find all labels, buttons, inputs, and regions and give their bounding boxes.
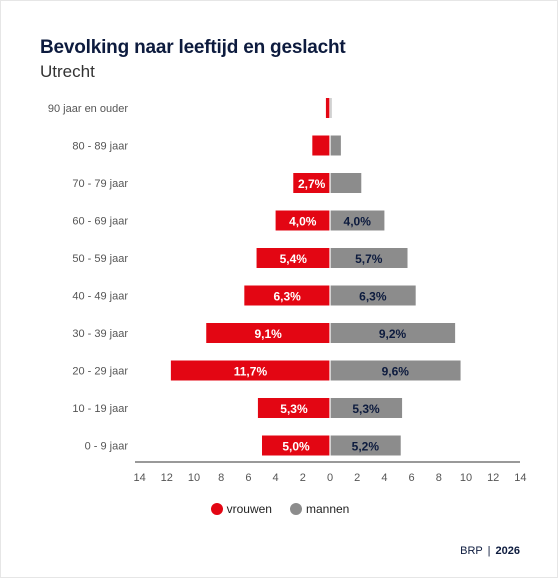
- data-label-vrouwen-10-19-jaar: 5,3%: [280, 402, 308, 416]
- data-label-mannen-10-19-jaar: 5,3%: [352, 402, 380, 416]
- bar-mannen-0-9-jaar: [330, 435, 401, 456]
- category-label-0-9-jaar: 0 - 9 jaar: [85, 441, 129, 453]
- category-label-20-29-jaar: 20 - 29 jaar: [72, 366, 128, 378]
- data-label-vrouwen-40-49-jaar: 6,3%: [273, 290, 301, 304]
- bar-vrouwen-0-9-jaar: [262, 435, 330, 456]
- legend-item-mannen[interactable]: mannen: [289, 502, 350, 516]
- legend-dot-mannen: [289, 503, 302, 515]
- data-label-mannen-0-9-jaar: 5,2%: [352, 440, 380, 454]
- data-label-vrouwen-60-69-jaar: 4,0%: [289, 215, 317, 229]
- x-tick-label: 4: [381, 472, 387, 484]
- x-tick-label: 4: [273, 472, 279, 484]
- data-label-vrouwen-20-29-jaar: 11,7%: [234, 365, 268, 379]
- category-label-80-89-jaar: 80 - 89 jaar: [72, 141, 128, 153]
- bar-vrouwen-10-19-jaar: [257, 398, 330, 418]
- bar-mannen-10-19-jaar: [330, 398, 403, 418]
- legend-label-mannen: mannen: [305, 502, 350, 516]
- legend-label-vrouwen: vrouwen: [226, 502, 272, 516]
- category-label-70-79-jaar: 70 - 79 jaar: [72, 178, 128, 190]
- data-label-vrouwen-30-39-jaar: 9,1%: [254, 327, 282, 341]
- bar-vrouwen-60-69-jaar: [275, 210, 330, 231]
- x-tick-label: 6: [409, 472, 415, 484]
- category-label-40-49-jaar: 40 - 49 jaar: [72, 291, 128, 303]
- legend-item-vrouwen[interactable]: vrouwen: [210, 502, 272, 516]
- x-tick-label: 14: [514, 472, 526, 484]
- chart-title: Bevolking naar leeftijd en geslacht: [40, 37, 346, 58]
- source-note: BRP | 2026: [460, 545, 520, 557]
- bar-vrouwen-90-jaar-en-ouder: [325, 98, 330, 118]
- chart-subtitle: Utrecht: [40, 62, 95, 81]
- data-label-mannen-40-49-jaar: 6,3%: [359, 290, 387, 304]
- x-tick-label: 12: [487, 472, 499, 484]
- population-pyramid-chart: 90 jaar en ouder 80 - 89 jaar 70 - 79 jaar…: [47, 98, 527, 484]
- category-label-10-19-jaar: 10 - 19 jaar: [72, 403, 128, 415]
- chart-legend: vrouwen mannen: [0, 502, 560, 516]
- bar-vrouwen-40-49-jaar: [244, 285, 330, 306]
- category-label-90-jaar-en-ouder: 90 jaar en ouder: [48, 103, 128, 115]
- bar-mannen-70-79-jaar: [330, 173, 362, 193]
- x-tick-label: 14: [133, 472, 145, 484]
- legend-dot-vrouwen: [210, 503, 223, 515]
- bar-mannen-60-69-jaar: [330, 210, 385, 231]
- source-year: 2026: [495, 545, 520, 557]
- category-label-50-59-jaar: 50 - 59 jaar: [72, 253, 128, 265]
- bar-mannen-50-59-jaar: [330, 248, 408, 268]
- data-label-mannen-60-69-jaar: 4,0%: [344, 215, 372, 229]
- bar-vrouwen-50-59-jaar: [256, 248, 330, 268]
- bar-mannen-20-29-jaar: [330, 360, 461, 381]
- category-label-60-69-jaar: 60 - 69 jaar: [72, 216, 128, 228]
- bar-vrouwen-20-29-jaar: [170, 360, 330, 381]
- source-separator: |: [487, 545, 491, 557]
- x-tick-label: 8: [436, 472, 442, 484]
- data-label-mannen-50-59-jaar: 5,7%: [355, 252, 383, 266]
- bar-mannen-80-89-jaar: [330, 135, 341, 156]
- data-label-vrouwen-0-9-jaar: 5,0%: [282, 440, 310, 454]
- bar-mannen-90-jaar-en-ouder: [330, 98, 332, 118]
- x-tick-label: 12: [161, 472, 173, 484]
- x-tick-label: 6: [245, 472, 251, 484]
- data-label-mannen-30-39-jaar: 9,2%: [379, 327, 407, 341]
- data-label-mannen-20-29-jaar: 9,6%: [382, 365, 410, 379]
- x-tick-label: 10: [460, 472, 472, 484]
- bar-vrouwen-30-39-jaar: [206, 323, 330, 343]
- x-tick-label: 2: [300, 472, 306, 484]
- bar-vrouwen-70-79-jaar: [293, 173, 330, 193]
- source-label: BRP: [460, 545, 483, 557]
- bar-mannen-40-49-jaar: [330, 285, 416, 306]
- bar-mannen-30-39-jaar: [330, 323, 456, 343]
- data-label-vrouwen-70-79-jaar: 2,7%: [298, 177, 326, 191]
- data-label-vrouwen-50-59-jaar: 5,4%: [280, 252, 308, 266]
- x-tick-label: 2: [354, 472, 360, 484]
- x-tick-label: 8: [218, 472, 224, 484]
- category-label-30-39-jaar: 30 - 39 jaar: [72, 328, 128, 340]
- x-tick-label: 10: [188, 472, 200, 484]
- x-tick-label: 0: [327, 472, 333, 484]
- bar-vrouwen-80-89-jaar: [312, 135, 330, 156]
